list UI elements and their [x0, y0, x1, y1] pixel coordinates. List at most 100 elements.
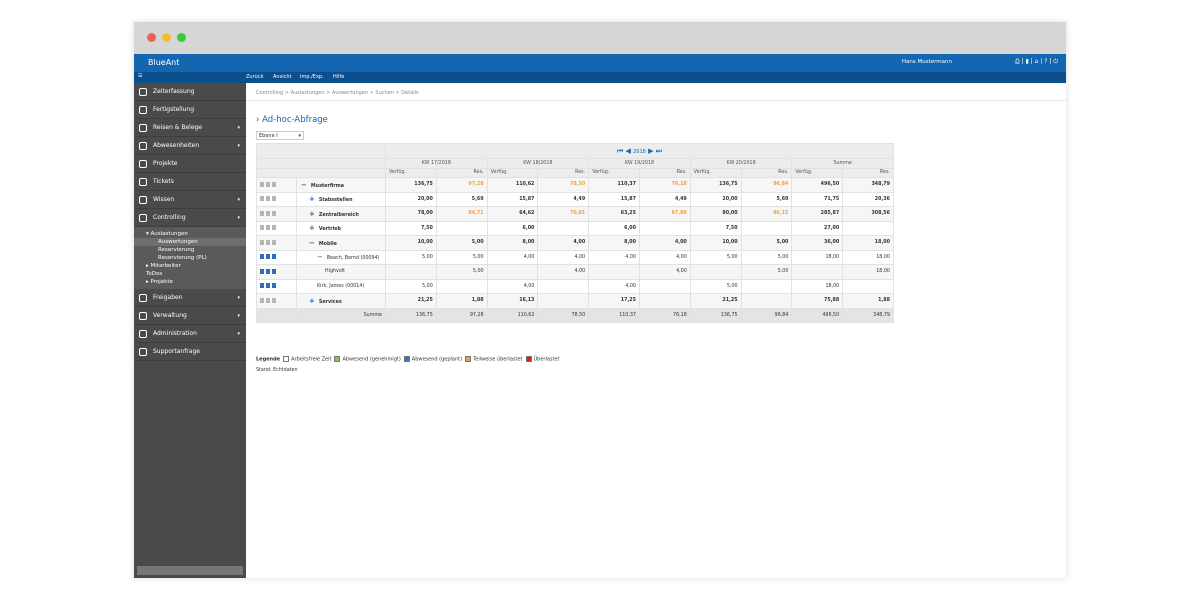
row-toggle[interactable]: + [309, 195, 315, 204]
row-toggle[interactable]: − [301, 180, 307, 189]
row-icon[interactable] [266, 181, 270, 187]
toolbar-item[interactable]: Ansicht [273, 74, 292, 80]
submenu-item[interactable]: Reservierung (PL) [134, 254, 246, 262]
row-toggle[interactable]: + [309, 296, 315, 305]
legend-swatch [334, 356, 341, 362]
cell: 5,00 [740, 264, 793, 280]
row-icon[interactable] [260, 239, 264, 245]
menu-arrow: ▾ [237, 197, 240, 203]
menu-item[interactable]: Verwaltung ▾ [134, 307, 246, 325]
menu-item[interactable]: Supportanfrage [134, 343, 246, 361]
row-toggle[interactable]: − [309, 238, 315, 247]
menu-item[interactable]: Abwesenheiten ▾ [134, 137, 246, 155]
row-icon[interactable] [272, 225, 276, 231]
row-icon[interactable] [260, 297, 264, 303]
cell: 20,36 [842, 191, 894, 207]
menu-item[interactable]: Zeiterfassung [134, 83, 246, 101]
row-toggle[interactable]: + [309, 209, 315, 218]
cell: 5,69 [740, 191, 793, 207]
max-dot[interactable] [177, 33, 186, 42]
row-icon[interactable] [272, 283, 276, 289]
row-toggle[interactable]: − [317, 253, 323, 262]
row-icon[interactable] [260, 225, 264, 231]
header-icons[interactable]: ⎙ | ▮ | ⌂ | ? | ⏻ [1014, 58, 1058, 65]
toolbar-item[interactable]: Hilfe [333, 74, 345, 80]
browser-window: BlueAnt Hans Mustermann ⎙ | ▮ | ⌂ | ? | … [134, 22, 1066, 578]
nav-next[interactable]: ▶ ⏭ [645, 146, 662, 155]
menu-icon[interactable]: ☰ [138, 73, 143, 79]
menu-item[interactable]: Administration ▾ [134, 325, 246, 343]
submenu-item[interactable]: ToDos [134, 270, 246, 278]
submenu-item[interactable]: ▸ Mitarbeiter [134, 262, 246, 270]
row-icon[interactable] [260, 181, 264, 187]
submenu-item[interactable]: ▾ Auslastungen [134, 230, 246, 238]
menu-label: Zeiterfassung [153, 88, 195, 95]
cell: 4,00 [537, 235, 590, 251]
cell: 21,25 [385, 293, 437, 309]
menu-item[interactable]: Reisen & Belege ▾ [134, 119, 246, 137]
submenu-item[interactable]: ▸ Projekte [134, 278, 246, 286]
menu-icon [139, 214, 147, 222]
row-icon[interactable] [260, 210, 264, 216]
cell [385, 264, 437, 280]
user-name[interactable]: Hans Mustermann [901, 59, 952, 65]
row-icon[interactable] [266, 283, 270, 289]
row-icon[interactable] [272, 181, 276, 187]
table-row: + Stabsstellen 20,00 5,69 15,87 4,49 15,87 4,49… [256, 191, 894, 207]
row-icon[interactable] [266, 254, 270, 260]
cell: 4,00 [638, 235, 691, 251]
row-icon[interactable] [266, 196, 270, 202]
cell: 110,62 [486, 177, 539, 193]
toolbar-item[interactable]: Zurück [246, 74, 264, 80]
sub-row: Verfüg. Res. Verfüg. Res. Verfüg. Res. Verfüg.… [256, 167, 894, 178]
cell: 8,00 [486, 235, 539, 251]
row-icon[interactable] [266, 210, 270, 216]
close-dot[interactable] [147, 33, 156, 42]
row-name: − Mobile [296, 235, 386, 251]
sum-cell: 496,50 [791, 307, 844, 323]
menu-label: Controlling [153, 214, 186, 221]
row-icon[interactable] [260, 268, 264, 274]
row-icon[interactable] [260, 196, 264, 202]
menu-item[interactable]: Freigaben ▾ [134, 289, 246, 307]
cell [486, 264, 539, 280]
row-icon[interactable] [272, 268, 276, 274]
menu-item[interactable]: Fertigstellung [134, 101, 246, 119]
nav-prev[interactable]: ⏮ ◀ [616, 146, 634, 155]
row-icon[interactable] [266, 225, 270, 231]
row-icon[interactable] [272, 210, 276, 216]
legend-title: Legende [256, 356, 281, 363]
row-icon[interactable] [260, 254, 264, 260]
cell: 4,00 [588, 278, 640, 294]
submenu-item[interactable]: Reservierung [134, 246, 246, 254]
cell: 4,00 [638, 249, 691, 265]
breadcrumb[interactable]: Controlling > Auslastungen > Auswertunge… [256, 90, 419, 96]
menu-item[interactable]: Controlling ▾ [134, 209, 246, 227]
menu-item[interactable]: Wissen ▾ [134, 191, 246, 209]
cell: 5,00 [740, 235, 793, 251]
row-toggle[interactable]: + [309, 224, 315, 233]
logo[interactable]: BlueAnt [148, 58, 180, 67]
row-icon[interactable] [272, 297, 276, 303]
row-icon[interactable] [266, 268, 270, 274]
min-dot[interactable] [162, 33, 171, 42]
row-icon[interactable] [266, 297, 270, 303]
row-label: Vertrieb [318, 227, 341, 233]
row-icon[interactable] [272, 239, 276, 245]
sum-cell: 97,28 [435, 307, 488, 323]
row-icon[interactable] [272, 254, 276, 260]
menu-item[interactable]: Tickets [134, 173, 246, 191]
row-icon[interactable] [272, 196, 276, 202]
row-icon[interactable] [260, 283, 264, 289]
cell: 36,00 [791, 235, 844, 251]
menu-item[interactable]: Projekte [134, 155, 246, 173]
toolbar-item[interactable]: Imp./Exp. [300, 74, 324, 80]
cell: 18,00 [791, 278, 844, 294]
divider [246, 100, 1066, 101]
submenu-item[interactable]: Auswertungen [134, 238, 246, 246]
data-table: ⏮ ◀ 2018 ▶ ⏭ KW 17/2018 KW 18/2018 KW 19/20… [256, 143, 894, 323]
row-icon[interactable] [266, 239, 270, 245]
cell [435, 220, 488, 236]
row-icons [256, 220, 297, 236]
level-select[interactable]: Ebene I ▾ [256, 131, 304, 140]
